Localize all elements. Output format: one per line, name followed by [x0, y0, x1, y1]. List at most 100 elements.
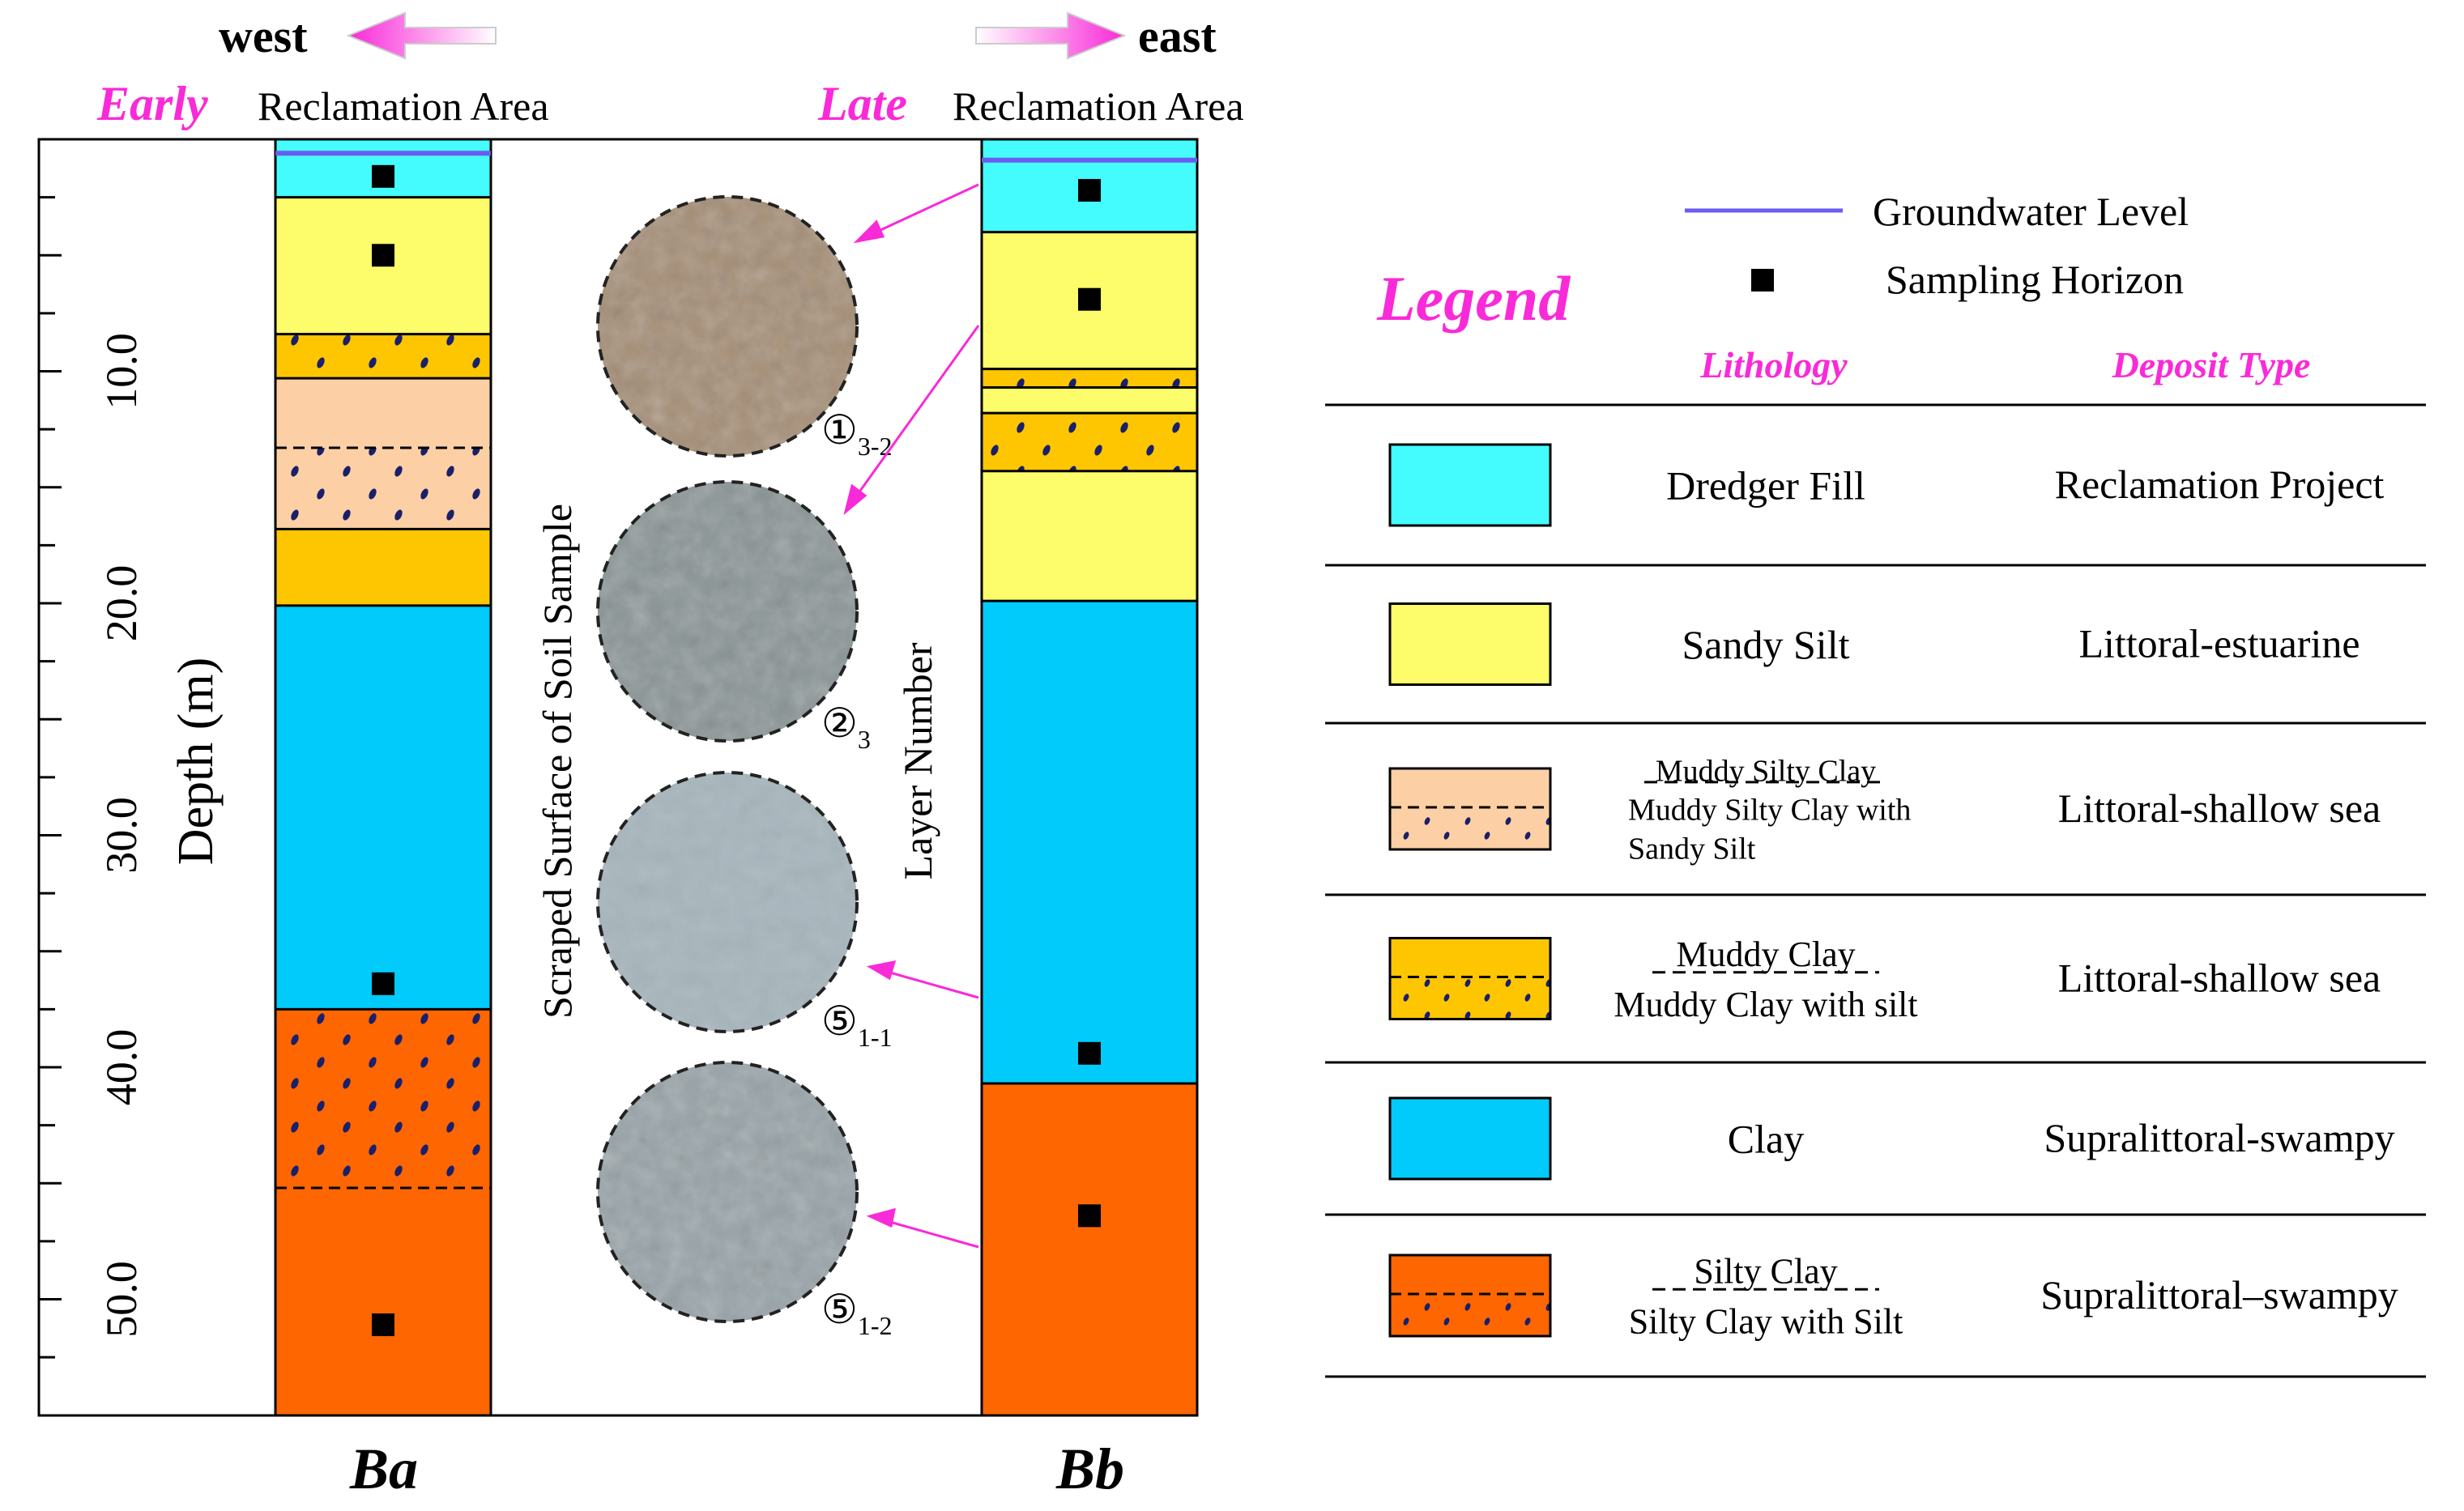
column-outline	[274, 138, 492, 1417]
column-bb	[980, 138, 1199, 1417]
early-reclamation-label: Reclamation Area	[258, 83, 549, 129]
sampling-marker	[1078, 179, 1101, 202]
column-bb-label: Bb	[1055, 1437, 1124, 1501]
arrow-1-icon	[853, 183, 979, 244]
legend-swatch-outline	[1388, 1253, 1552, 1338]
legend: Legend Groundwater Level Sampling Horizo…	[1325, 189, 2426, 1378]
soil-layer-dots	[275, 334, 491, 379]
legend-row-muddy-clay: Muddy Clay Muddy Clay with silt Littoral-s…	[1388, 934, 2381, 1024]
sampling-marker	[372, 1313, 394, 1337]
legend-deposit-text: Supralittoral-swampy	[2044, 1115, 2394, 1160]
legend-lithology-text: Silty Clay	[1694, 1251, 1837, 1291]
arrow-2-icon	[843, 325, 980, 516]
west-label: west	[219, 10, 308, 62]
east-arrow-icon	[975, 11, 1127, 60]
legend-deposit-text: Supralittoral–swampy	[2040, 1272, 2398, 1317]
legend-lithology-text: Sandy Silt	[1682, 622, 1850, 667]
layer-number-4: ⑤1-2	[821, 1287, 892, 1340]
legend-lithology-text: Muddy Silty Clay with	[1628, 793, 1911, 827]
depth-tick-label: 50.0	[97, 1261, 146, 1338]
legend-deposit-text: Reclamation Project	[2055, 462, 2385, 507]
groundwater-legend-label: Groundwater Level	[1873, 189, 2189, 234]
column-ba	[274, 138, 492, 1417]
legend-swatch-outline	[1388, 937, 1552, 1020]
sampling-marker	[372, 244, 394, 267]
legend-lithology-text: Dredger Fill	[1666, 463, 1865, 509]
soil-layer-sandy-silt	[982, 387, 1197, 414]
depth-tick-label: 40.0	[97, 1029, 146, 1106]
legend-lithology-text: Sandy Silt	[1628, 832, 1756, 866]
layer-number-1: ①3-2	[821, 407, 892, 461]
soil-layer-dots	[982, 368, 1197, 388]
scraped-surface-label: Scraped Surface of Soil Sample	[535, 504, 580, 1019]
soil-layer-clay	[275, 605, 491, 1010]
legend-row-clay: Clay Supralittoral-swampy	[1388, 1096, 2395, 1181]
soil-layer-dots	[982, 413, 1197, 471]
legend-swatch-outline	[1388, 767, 1552, 851]
soil-sample-2	[596, 480, 859, 743]
sampling-marker	[372, 164, 394, 188]
legend-swatch-outline	[1388, 602, 1552, 686]
legend-swatch-outline	[1388, 443, 1552, 527]
column-outline	[980, 138, 1199, 1417]
legend-lithology-text: Silty Clay with Silt	[1629, 1301, 1903, 1341]
legend-deposit-text: Littoral-shallow sea	[2058, 785, 2381, 831]
soil-layer-silty-clay	[275, 1187, 491, 1415]
legend-header-deposit: Deposit Type	[2112, 344, 2311, 385]
sampling-marker	[372, 972, 394, 995]
depth-axis-tick-labels: 10.0 20.0 30.0 40.0 50.0	[97, 333, 146, 1338]
early-label: Early	[96, 77, 208, 130]
legend-lithology-text: Muddy Clay	[1676, 934, 1855, 974]
sampling-marker	[1078, 287, 1101, 311]
sample-arrows	[843, 183, 980, 1249]
layer-number-3: ⑤1-1	[821, 998, 892, 1052]
sample-texture-3	[598, 773, 857, 1032]
sampling-marker	[1078, 1041, 1101, 1065]
soil-layer-muddy-silty-clay	[275, 378, 491, 449]
legend-lithology-text: Muddy Clay with silt	[1614, 985, 1917, 1024]
sample-outline-3	[596, 771, 859, 1033]
soil-layer-sandy-silt	[982, 470, 1197, 602]
depth-tick-label: 10.0	[97, 333, 146, 410]
arrow-4-icon	[866, 1207, 979, 1249]
soil-layer-silty-clay	[982, 1083, 1197, 1415]
arrow-3-icon	[866, 960, 979, 999]
sample-outline-2	[596, 480, 859, 743]
legend-swatch-dots	[1390, 977, 1550, 1019]
plot-area: 10.0 20.0 30.0 40.0 50.0 Depth (m)	[37, 138, 1197, 1417]
west-arrow-icon	[346, 11, 497, 60]
legend-lithology-text: Clay	[1728, 1117, 1804, 1162]
legend-rows: Dredger Fill Reclamation Project Sandy Sil…	[1325, 403, 2426, 1378]
legend-row-sandy-silt: Sandy Silt Littoral-estuarine	[1388, 602, 2360, 686]
soil-sample-4	[596, 1061, 859, 1323]
legend-title: Legend	[1376, 263, 1571, 334]
sample-texture-2	[598, 482, 857, 741]
layer-number-label: Layer Number	[895, 642, 940, 879]
legend-row-dredger: Dredger Fill Reclamation Project	[1388, 443, 2385, 527]
depth-tick-label: 20.0	[97, 565, 146, 642]
legend-swatch	[1390, 1098, 1550, 1179]
soil-sample-3	[596, 771, 859, 1033]
legend-swatch-dots	[1390, 807, 1550, 849]
sampling-legend-label: Sampling Horizon	[1886, 257, 2184, 302]
legend-header-lithology: Lithology	[1699, 344, 1848, 385]
sample-texture-4	[598, 1062, 857, 1322]
soil-layer-dots	[275, 448, 491, 530]
depth-tick-label: 30.0	[97, 797, 146, 874]
soil-layer-dots	[275, 1009, 491, 1188]
legend-deposit-text: Littoral-shallow sea	[2058, 956, 2381, 1001]
header: west Early Reclamation Area east Late Re…	[96, 10, 1244, 130]
sampling-marker	[1078, 1204, 1101, 1228]
legend-row-silty-clay: Silty Clay Silty Clay with Silt Supralitto…	[1388, 1251, 2398, 1341]
legend-swatch-dots	[1390, 1294, 1550, 1336]
depth-axis-ticks	[39, 196, 62, 1359]
sampling-legend-marker	[1751, 269, 1774, 292]
sample-texture-1	[598, 197, 857, 456]
soil-layer-muddy-clay	[275, 529, 491, 606]
soil-sample-1	[596, 195, 859, 458]
sample-outline-1	[596, 195, 859, 458]
late-reclamation-label: Reclamation Area	[953, 83, 1244, 129]
column-ba-label: Ba	[349, 1437, 418, 1501]
legend-swatch	[1390, 603, 1550, 685]
